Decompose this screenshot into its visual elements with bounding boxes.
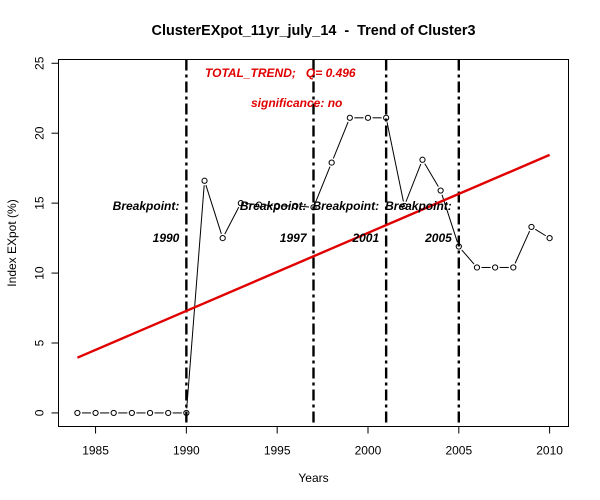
axes-layer: 1985 1990 1995 2000 2005 2010 0 5 10 15 20 25 <box>33 56 564 457</box>
series-line-segment <box>535 228 547 237</box>
trend-line <box>76 153 551 359</box>
x-tick-label: 1995 <box>264 444 291 458</box>
data-point <box>510 264 517 271</box>
data-point <box>74 409 81 417</box>
data-point <box>437 187 444 194</box>
breakpoint-label: Breakpoint: <box>113 199 180 213</box>
series-line-segment <box>245 202 255 205</box>
x-tick-label: 2010 <box>536 444 563 458</box>
series-line-segment <box>332 121 349 159</box>
series-line-segment <box>299 205 310 208</box>
data-point <box>492 264 499 271</box>
series-layer <box>74 114 553 417</box>
y-tick-label: 20 <box>33 126 47 140</box>
series-line-segment <box>461 249 475 265</box>
breakpoint-year-label: 2001 <box>351 231 379 245</box>
trend-annotation: TOTAL_TREND; Q= 0.496 <box>205 66 356 80</box>
series-line-segment <box>314 166 331 204</box>
y-tick-label: 0 <box>33 409 47 416</box>
series-line-segment <box>424 163 439 187</box>
y-tick-label: 25 <box>33 56 47 70</box>
y-axis-label: Index EXpot (%) <box>5 199 19 286</box>
x-tick-label: 1985 <box>82 444 109 458</box>
plot-frame <box>58 59 569 427</box>
data-point <box>346 114 353 121</box>
data-point <box>328 159 335 166</box>
data-point <box>110 409 117 417</box>
breakpoint-label: Breakpoint: <box>312 199 379 213</box>
series-line-segment <box>386 122 404 202</box>
series-line-segment <box>205 184 222 234</box>
y-tick-label: 10 <box>33 266 47 280</box>
x-axis-label: Years <box>298 471 328 485</box>
breakpoint-label: Breakpoint: <box>385 199 452 213</box>
data-point <box>237 200 244 207</box>
data-point <box>364 114 372 121</box>
series-line-segment <box>263 204 273 207</box>
data-point <box>292 202 299 210</box>
x-tick-label: 1990 <box>173 444 200 458</box>
breakpoint-year-label: 1997 <box>280 231 308 245</box>
breakpoint-labels-layer: Breakpoint: 1990 Breakpoint: 1997 Breakpoint… <box>113 199 452 245</box>
data-point <box>473 264 481 271</box>
data-point <box>92 409 99 417</box>
data-point <box>165 409 172 417</box>
data-point <box>310 204 317 211</box>
series-line-segment <box>441 194 458 243</box>
y-tick-label: 5 <box>33 339 47 346</box>
data-point <box>528 223 535 231</box>
data-point <box>146 409 154 417</box>
data-point <box>419 156 426 163</box>
data-point <box>128 409 135 417</box>
breakpoint-lines-layer <box>185 59 460 427</box>
data-point <box>255 201 263 208</box>
x-tick-label: 2000 <box>355 444 382 458</box>
breakpoint-year-label: 2005 <box>424 231 452 245</box>
trend-layer <box>76 153 551 359</box>
data-point <box>546 235 553 242</box>
breakpoint-year-label: 1990 <box>153 231 180 245</box>
y-tick-label: 15 <box>33 196 47 210</box>
series-line-segment <box>405 163 422 202</box>
x-tick-label: 2005 <box>445 444 472 458</box>
series-line-segment <box>514 230 531 264</box>
data-point <box>274 202 281 210</box>
data-point <box>219 235 226 242</box>
breakpoint-label: Breakpoint: <box>240 199 307 213</box>
series-line-segment <box>224 206 240 235</box>
series-line-segment <box>186 185 205 409</box>
significance-annotation: significance: no <box>251 96 342 110</box>
data-point <box>401 202 408 210</box>
chart-title: ClusterEXpot_11yr_july_14 - Trend of Clu… <box>152 23 476 39</box>
data-point <box>201 177 208 184</box>
